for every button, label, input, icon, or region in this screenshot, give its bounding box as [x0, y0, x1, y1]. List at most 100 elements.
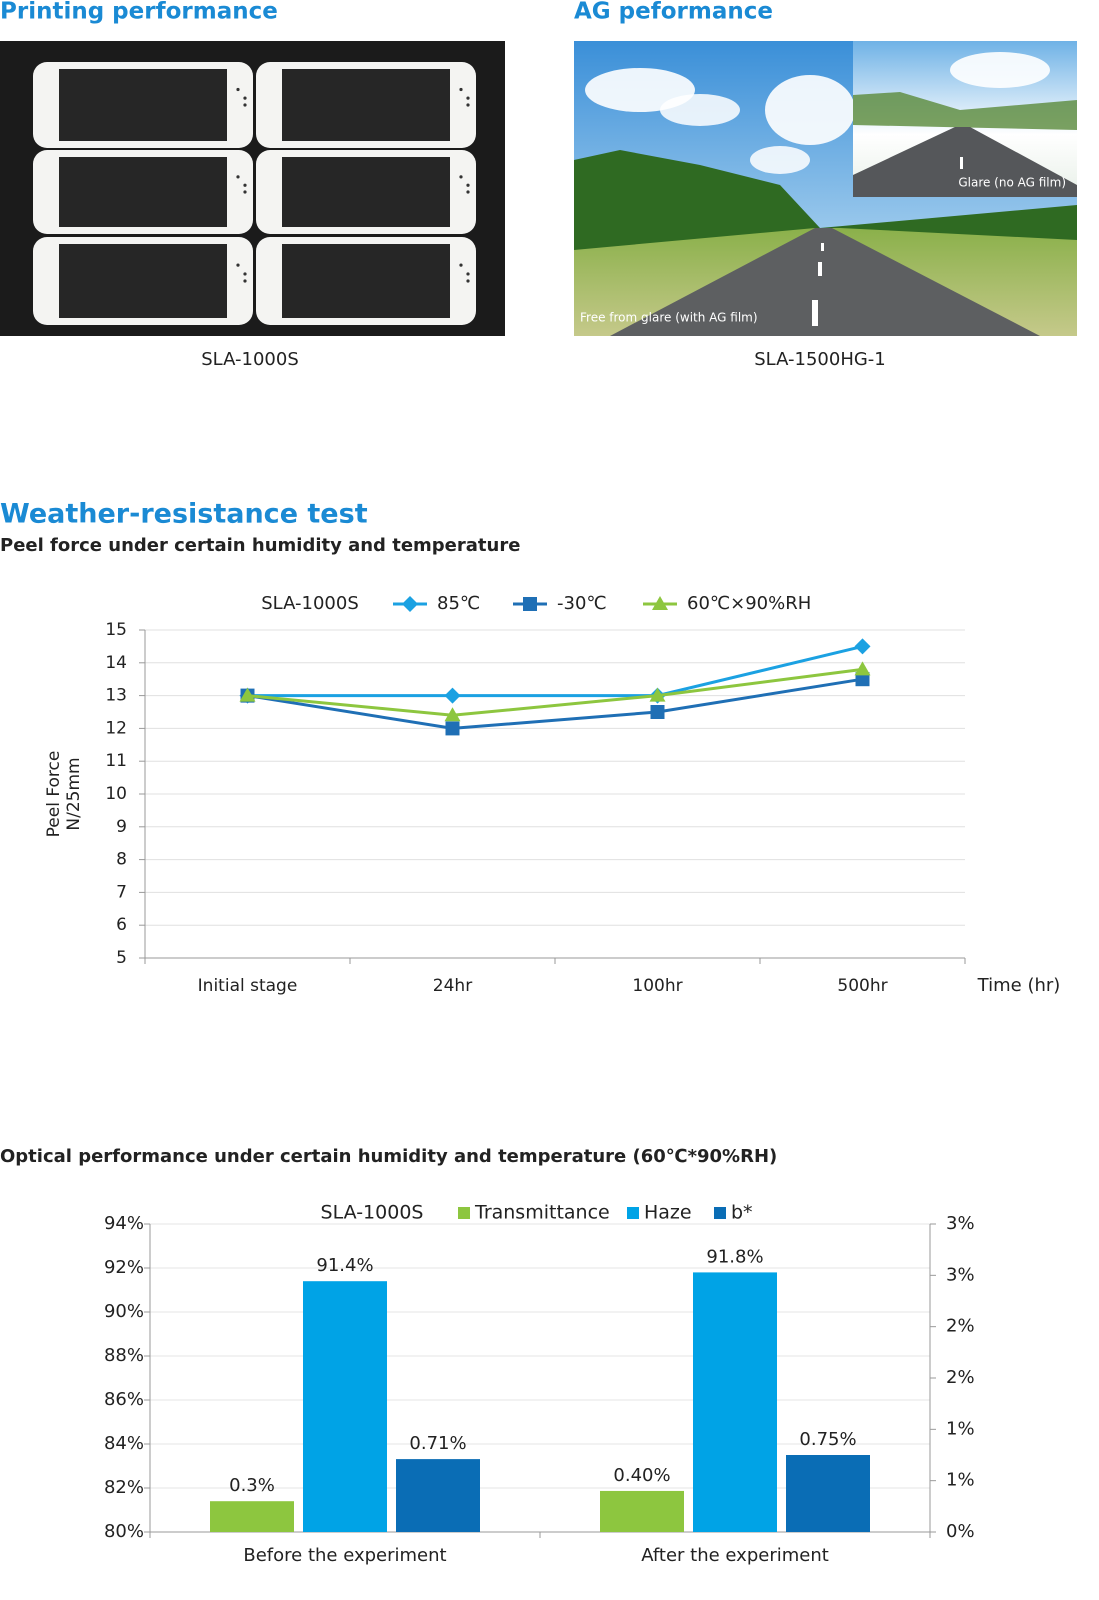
- y-tick-label: 92%: [104, 1257, 144, 1278]
- phone-dot: [466, 190, 470, 194]
- phone-dot: [466, 103, 470, 107]
- marker: [652, 596, 668, 610]
- marker: [239, 687, 256, 702]
- road-mark: [821, 243, 824, 251]
- marker: [445, 721, 460, 736]
- image-label: Free from glare (with AG film): [580, 311, 758, 325]
- section-title: Printing performance: [0, 0, 278, 25]
- y-axis-title: Peel Force: [44, 751, 64, 838]
- marker: [650, 705, 665, 719]
- y-tick-label: 90%: [104, 1301, 144, 1322]
- marker: [854, 661, 871, 676]
- y-tick-label: 14: [105, 653, 127, 673]
- marker: [855, 672, 870, 687]
- phone-dot: [243, 103, 247, 107]
- x-tick-label: 100hr: [632, 976, 682, 996]
- phone-dot: [243, 279, 247, 283]
- bar: [693, 1272, 777, 1532]
- bar: [600, 1490, 684, 1532]
- phone-dot: [459, 175, 463, 179]
- phone-dot: [243, 190, 247, 194]
- legend-label: 85℃: [437, 593, 480, 614]
- marker: [523, 597, 537, 611]
- y2-tick-label: 1%: [946, 1470, 975, 1491]
- y2-tick-label: 3%: [946, 1213, 975, 1234]
- y2-tick-label: 3%: [946, 1264, 975, 1285]
- phone-screen: [59, 244, 227, 318]
- y2-tick-label: 0%: [946, 1521, 975, 1542]
- legend-swatch: [714, 1207, 726, 1219]
- y-tick-label: 10: [105, 784, 127, 804]
- phone-screen: [282, 157, 450, 227]
- chart-title: Peel force under certain humidity and te…: [0, 535, 520, 556]
- y-tick-label: 88%: [104, 1345, 144, 1366]
- data-label: 0.71%: [409, 1433, 466, 1454]
- phone-dot: [459, 263, 463, 267]
- y-tick-label: 6: [116, 915, 127, 935]
- phone-dot: [466, 183, 470, 187]
- caption: SLA-1500HG-1: [754, 349, 886, 370]
- legend-swatch: [627, 1207, 639, 1219]
- x-tick-label: 500hr: [837, 976, 887, 996]
- y-tick-label: 5: [116, 948, 127, 968]
- marker: [649, 687, 666, 702]
- marker: [444, 687, 461, 704]
- bar: [303, 1281, 387, 1532]
- image-label: Glare (no AG film): [958, 176, 1066, 190]
- series-line: [247, 677, 863, 730]
- phone-dot: [466, 279, 470, 283]
- phone-screen: [282, 244, 450, 318]
- y-tick-label: 84%: [104, 1433, 144, 1454]
- legend-label: -30℃: [557, 593, 607, 614]
- caption: SLA-1000S: [201, 349, 299, 370]
- phone-screen: [59, 69, 227, 141]
- road-mark: [960, 157, 963, 169]
- x-tick-label: 24hr: [433, 976, 472, 996]
- marker: [402, 596, 418, 612]
- cloud: [765, 75, 855, 145]
- data-label: 0.3%: [229, 1475, 275, 1496]
- legend-label: b*: [731, 1202, 753, 1224]
- phone-dot: [236, 263, 240, 267]
- section-title: Weather-resistance test: [0, 499, 368, 530]
- legend-swatch: [458, 1207, 470, 1219]
- y-axis-title: N/25mm: [64, 757, 84, 830]
- y-tick-label: 7: [116, 882, 127, 902]
- marker: [444, 707, 461, 722]
- legend-label: Haze: [644, 1202, 692, 1224]
- road: [610, 228, 1040, 336]
- legend-title: SLA-1000S: [261, 593, 359, 614]
- x-tick-label: Before the experiment: [243, 1545, 446, 1566]
- bar: [210, 1501, 294, 1532]
- y-tick-label: 9: [116, 817, 127, 837]
- y2-tick-label: 2%: [946, 1367, 975, 1388]
- chart-title: Optical performance under certain humidi…: [0, 1146, 777, 1167]
- y-tick-label: 82%: [104, 1477, 144, 1498]
- x-tick-label: After the experiment: [641, 1545, 829, 1566]
- y-tick-label: 15: [105, 620, 127, 640]
- y-tick-label: 94%: [104, 1213, 144, 1234]
- bar: [786, 1455, 870, 1532]
- phone-dot: [236, 175, 240, 179]
- ag-photo: Glare (no AG film) Free from glare (with…: [574, 41, 1077, 336]
- phone-dot: [236, 87, 240, 92]
- data-label: 91.8%: [706, 1246, 763, 1267]
- legend-title: SLA-1000S: [321, 1202, 424, 1224]
- road-mark: [818, 262, 822, 276]
- phone-dot: [243, 96, 247, 100]
- y2-tick-label: 1%: [946, 1418, 975, 1439]
- cloud: [950, 52, 1050, 88]
- phone-dot: [243, 183, 247, 187]
- x-axis-title: Time (hr): [977, 975, 1061, 996]
- data-label: 0.75%: [799, 1429, 856, 1450]
- y2-tick-label: 2%: [946, 1316, 975, 1337]
- section-title: AG peformance: [574, 0, 773, 25]
- road: [853, 127, 1077, 197]
- marker: [854, 638, 871, 655]
- y-tick-label: 12: [105, 718, 127, 738]
- phone-dot: [459, 87, 463, 92]
- y-tick-label: 11: [105, 751, 127, 771]
